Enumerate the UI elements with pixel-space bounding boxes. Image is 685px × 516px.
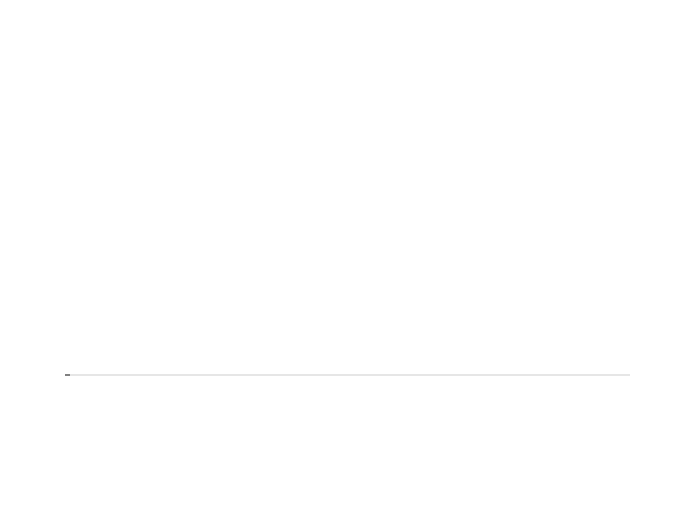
plot-background xyxy=(10,10,675,506)
chart-container xyxy=(10,10,675,506)
bar-chart xyxy=(10,10,675,506)
